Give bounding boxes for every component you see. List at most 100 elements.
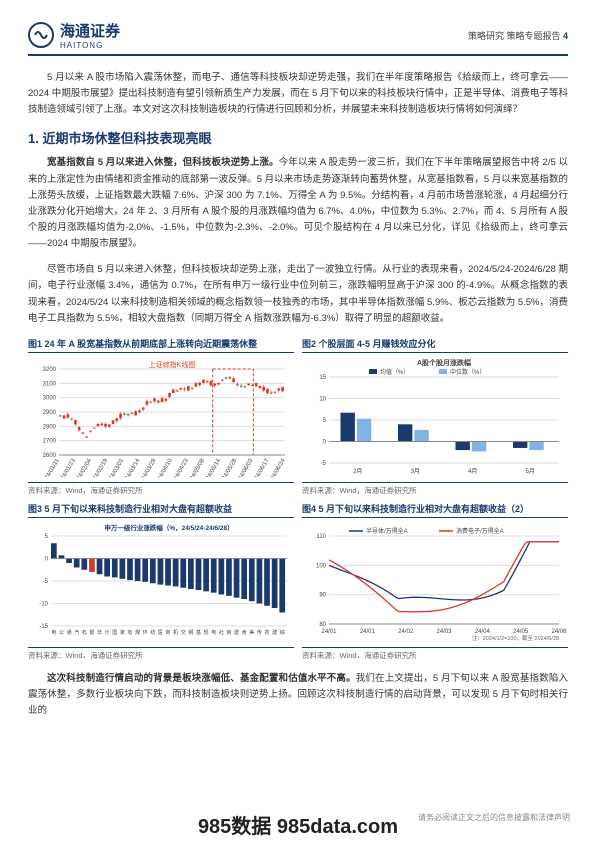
svg-text:5: 5 [323, 418, 327, 424]
section-1-p2: 尽管市场自 5 月以来进入休整，但科技板块却逆势上涨，走出了一波独立行情。从行业… [28, 262, 568, 327]
svg-text:农: 农 [265, 629, 270, 636]
svg-text:24/05: 24/05 [513, 629, 529, 635]
svg-text:2月: 2月 [353, 468, 362, 475]
svg-text:非: 非 [97, 629, 102, 636]
fig3-title: 图3 5 月下旬以来科技制造行业相对大盘有超额收益 [28, 502, 294, 518]
svg-text:2800: 2800 [43, 424, 57, 430]
svg-text:24/04: 24/04 [475, 629, 491, 635]
fig2-title: 图2 个股层面 4-5 月赚钱效应分化 [302, 337, 568, 353]
section-1-title: 1. 近期市场休整但科技表现亮眼 [28, 128, 568, 147]
svg-text:15: 15 [319, 375, 326, 381]
svg-text:24/01: 24/01 [321, 629, 337, 635]
svg-text:90: 90 [319, 592, 326, 598]
svg-text:银: 银 [89, 629, 94, 636]
figure-3: 图3 5 月下旬以来科技制造行业相对大盘有超额收益 -15 -10 -5 0 5 申万一级… [28, 502, 294, 661]
svg-text:通: 通 [67, 629, 72, 636]
svg-text:钢: 钢 [188, 629, 193, 636]
svg-text:24/03: 24/03 [436, 629, 452, 635]
svg-text:家: 家 [120, 629, 125, 636]
svg-text:电: 电 [51, 629, 56, 636]
svg-text:100: 100 [316, 563, 327, 569]
svg-text:24/05/08: 24/05/08 [189, 457, 206, 477]
svg-text:半导体/万得全A: 半导体/万得全A [366, 527, 408, 535]
svg-text:24/05/14: 24/05/14 [205, 457, 222, 477]
svg-text:10: 10 [319, 396, 326, 402]
svg-text:24/02: 24/02 [398, 629, 414, 635]
fig1-title: 图1 24 年 A 股宽基指数从前期底部上涨转向近期震荡休整 [28, 337, 294, 353]
doc-category: 策略研究 策略专题报告 [468, 31, 561, 41]
figure-4: 图4 5 月下旬以来科技制造行业相对大盘有超额收益（2） 80 90 100 110 半… [302, 502, 568, 661]
svg-text:社: 社 [219, 629, 224, 636]
svg-text:煤: 煤 [135, 629, 140, 636]
closing-paragraph: 这次科技制造行情启动的背景是板块涨幅低、基金配置和估值水平不高。我们在上文提出，… [28, 671, 568, 719]
svg-text:中位数（%）: 中位数（%） [450, 368, 485, 376]
fig4-source: 资料来源：Wind，海通证券研究所 [302, 647, 568, 661]
svg-text:-10: -10 [39, 601, 48, 607]
svg-text:24/01/11: 24/01/11 [44, 457, 61, 477]
svg-text:24/03/01: 24/03/01 [108, 457, 125, 477]
svg-text:机: 机 [173, 629, 178, 636]
svg-text:24/06/24: 24/06/24 [270, 457, 287, 477]
charts-row-1: 图1 24 年 A 股宽基指数从前期底部上涨转向近期震荡休整 260027002… [28, 337, 568, 496]
svg-text:消费电子/万得全A: 消费电子/万得全A [456, 527, 504, 535]
svg-text:24/06/17: 24/06/17 [254, 457, 271, 477]
svg-text:汽: 汽 [74, 629, 79, 636]
svg-text:24/01: 24/01 [360, 629, 376, 635]
svg-text:A股个股月涨跌幅: A股个股月涨跌幅 [417, 358, 471, 367]
svg-text:有: 有 [127, 629, 132, 636]
svg-text:24/06/03: 24/06/03 [238, 457, 255, 477]
svg-text:24/03/14: 24/03/14 [125, 457, 142, 477]
svg-text:上证综指K线图: 上证综指K线图 [149, 360, 196, 369]
watermark: 985数据 985data.com [0, 810, 596, 839]
svg-text:2700: 2700 [43, 438, 57, 444]
fig2-source: 资料来源：Wind，海通证券研究所 [302, 482, 568, 496]
brand-en: HAITONG [60, 41, 120, 50]
svg-text:4月: 4月 [468, 468, 477, 475]
logo-mark [28, 22, 54, 48]
svg-text:80: 80 [319, 622, 326, 628]
svg-text:24/04/23: 24/04/23 [173, 457, 190, 477]
svg-text:2900: 2900 [43, 410, 57, 416]
svg-text:24/01/23: 24/01/23 [60, 457, 77, 477]
svg-text:交: 交 [181, 629, 186, 636]
svg-text:纺: 纺 [150, 629, 155, 636]
svg-text:综: 综 [280, 629, 285, 636]
closing-bold: 这次科技制造行情启动的背景是板块涨幅低、基金配置和估值水平不高。 [47, 673, 356, 684]
brand-cn: 海通证券 [60, 20, 120, 41]
svg-text:-5: -5 [43, 579, 49, 585]
fig3-source: 资料来源：Wind，海通证券研究所 [28, 647, 294, 661]
svg-text:石: 石 [82, 630, 87, 636]
svg-text:3月: 3月 [411, 468, 420, 475]
svg-text:3000: 3000 [43, 395, 57, 401]
svg-text:传: 传 [257, 629, 262, 636]
section-1-p1: 宽基指数自 5 月以来进入休整，但科技板块逆势上涨。今年以来 A 股走势一波三折… [28, 155, 568, 252]
fig1-source: 资料来源：Wind，海通证券研究所 [28, 482, 294, 496]
svg-text:5月: 5月 [526, 468, 535, 475]
svg-text:均值（%）: 均值（%） [380, 368, 409, 376]
svg-text:-15: -15 [39, 624, 48, 630]
svg-text:建: 建 [234, 629, 239, 636]
svg-text:3100: 3100 [43, 381, 57, 387]
svg-text:24/06: 24/06 [551, 629, 567, 635]
svg-text:0: 0 [323, 439, 327, 445]
brand-logo: 海通证券 HAITONG [28, 20, 120, 50]
page-number: 4 [563, 31, 568, 41]
svg-text:医: 医 [158, 630, 163, 636]
svg-text:5: 5 [45, 534, 49, 540]
svg-text:环: 环 [143, 630, 148, 636]
svg-text:24/02/19: 24/02/19 [92, 457, 109, 477]
fig1-chart: 2600270028002900300031003200上证综指K线图24/01… [28, 357, 294, 477]
svg-text:110: 110 [316, 534, 326, 540]
svg-text:0: 0 [45, 556, 49, 562]
svg-text:注：2024/1/2=100，截至 2024/6/28: 注：2024/1/2=100，截至 2024/6/28 [472, 634, 559, 642]
svg-text:计: 计 [105, 629, 110, 636]
svg-text:美: 美 [249, 629, 254, 636]
svg-text:国: 国 [112, 630, 117, 636]
svg-text:24/03/28: 24/03/28 [141, 457, 158, 477]
fig4-title: 图4 5 月下旬以来科技制造行业相对大盘有超额收益（2） [302, 502, 568, 518]
fig2-chart: -5051015A股个股月涨跌幅均值（%）中位数（%）2月3月4月5月 [302, 357, 568, 477]
fig3-chart: -15-10-505申万一级行业涨跌幅（%，24/5/24-24/6/28）电公… [28, 522, 294, 642]
fig4-chart: 80 90 100 110 半导体/万得全A 消费电子/万得全A 24/01 24/01 24/… [302, 522, 568, 642]
svg-text:申万一级行业涨跌幅（%，24/5/24-24/6/28）: 申万一级行业涨跌幅（%，24/5/24-24/6/28） [104, 523, 233, 532]
intro-paragraph: 5 月以来 A 股市场陷入震荡休整，而电子、通信等科技板块却逆势走强，我们在半年… [28, 70, 568, 118]
